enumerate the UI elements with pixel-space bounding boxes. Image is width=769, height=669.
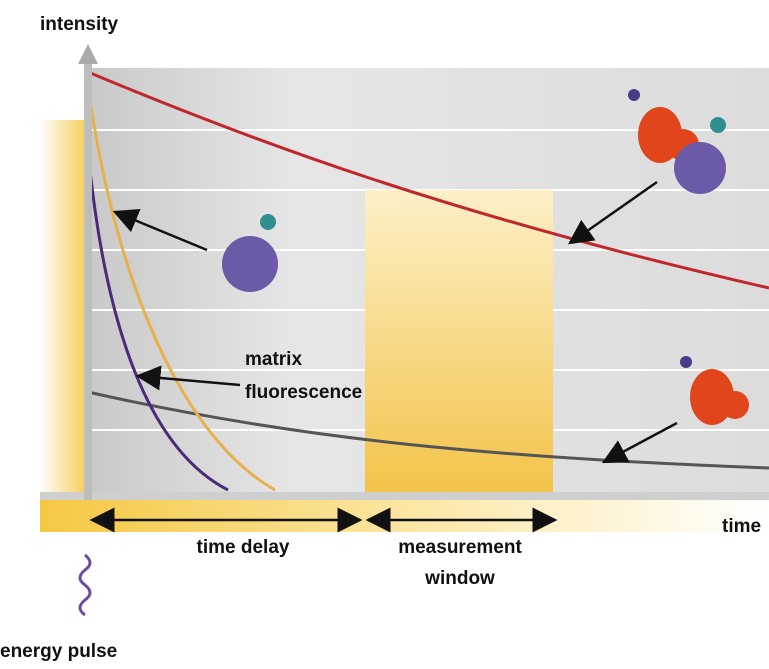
- annotation: time delay: [197, 537, 290, 558]
- pulse-strip: [40, 120, 85, 495]
- diagram: intensity time matrix fluorescence time …: [0, 0, 769, 664]
- annotation: energy pulse: [0, 641, 117, 662]
- annotation: fluorescence: [245, 382, 362, 403]
- y-axis-label: intensity: [40, 14, 119, 35]
- pulse-wave: [80, 555, 90, 615]
- annotation: window: [424, 568, 495, 589]
- y-axis-arrow: [78, 44, 98, 64]
- measurement-window: [365, 190, 553, 492]
- x-axis: [40, 492, 769, 500]
- annotation: measurement: [398, 537, 522, 558]
- y-axis: [84, 60, 92, 500]
- time-band: [40, 500, 769, 532]
- annotation: matrix: [245, 349, 302, 370]
- x-axis-label: time: [722, 516, 761, 537]
